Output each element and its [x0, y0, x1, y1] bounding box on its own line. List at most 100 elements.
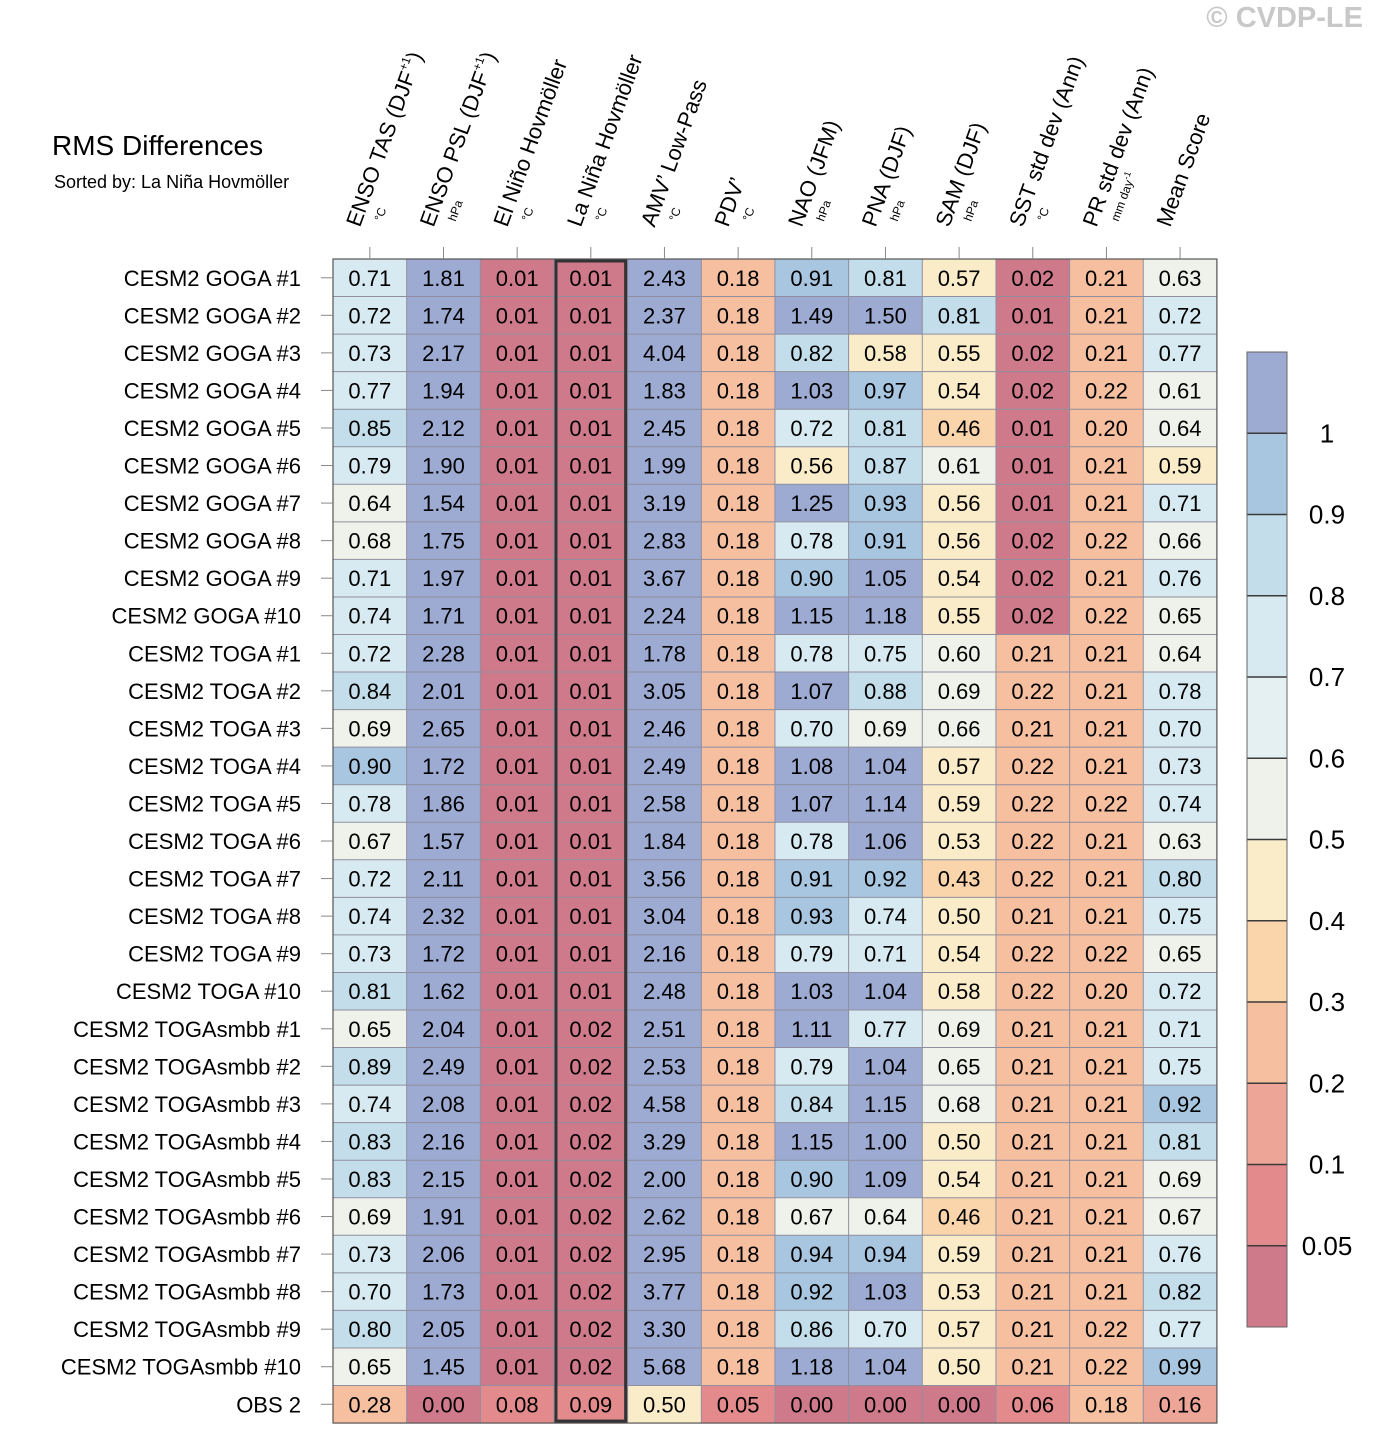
cell-value: 0.65	[348, 1355, 391, 1380]
cell-value: 0.01	[496, 904, 539, 929]
cell-value: 0.18	[717, 1092, 760, 1117]
heatmap-cell	[480, 1235, 555, 1274]
heatmap-cell	[333, 709, 408, 748]
heatmap-grid	[332, 258, 1218, 1424]
heatmap-cell	[406, 972, 481, 1011]
cell-value: 0.18	[717, 1167, 760, 1192]
heatmap-cell	[1143, 1122, 1218, 1161]
heatmap-cell	[406, 596, 481, 635]
heatmap-cell	[774, 1047, 850, 1086]
heatmap-cell	[995, 1085, 1071, 1124]
highlighted-column-box	[554, 259, 628, 1423]
cell-value: 0.64	[1159, 641, 1202, 666]
heatmap-cell	[1143, 1197, 1218, 1236]
row-label: CESM2 TOGAsmbb #2	[73, 1054, 301, 1079]
cell-value: 0.74	[348, 604, 391, 629]
cell-value: 0.21	[1085, 716, 1128, 741]
heatmap-cell	[1069, 672, 1144, 711]
heatmap-cell	[922, 259, 997, 298]
cell-value: 1.00	[864, 1129, 907, 1154]
heatmap-cell	[848, 859, 923, 898]
heatmap-cell	[922, 1160, 997, 1199]
heatmap-cell	[848, 409, 923, 448]
heatmap-cell	[1143, 1047, 1218, 1086]
heatmap-cell	[774, 972, 850, 1011]
heatmap-cell	[333, 1085, 408, 1124]
cell-value: 5.68	[643, 1355, 686, 1380]
cell-value: 0.01	[569, 829, 612, 854]
cell-value: 0.01	[496, 341, 539, 366]
heatmap-cell	[1143, 709, 1218, 748]
heatmap-cell	[1143, 334, 1218, 373]
cell-value: 0.21	[1085, 1017, 1128, 1042]
colorbar-label: 0.2	[1309, 1068, 1345, 1098]
cell-value: 0.22	[1085, 378, 1128, 403]
cell-value: 1.18	[790, 1355, 833, 1380]
row-label: CESM2 GOGA #1	[124, 266, 301, 291]
cell-value: 0.92	[1159, 1092, 1202, 1117]
heatmap-cell	[922, 559, 997, 598]
column-unit: hPa	[813, 198, 834, 223]
row-label: CESM2 TOGAsmbb #8	[73, 1280, 301, 1305]
column-header-label: ENSO TAS (DJF	[341, 68, 420, 230]
cell-value: 0.56	[938, 529, 981, 554]
heatmap-cell	[480, 1085, 555, 1124]
column-header: El Niño Hovmöller	[488, 56, 572, 230]
cell-value: 0.01	[496, 1092, 539, 1117]
heatmap-cell	[1143, 259, 1218, 298]
cell-value: 0.00	[938, 1392, 981, 1417]
heatmap-cell	[701, 784, 776, 823]
cell-value: 0.06	[1011, 1392, 1054, 1417]
heatmap-cell	[995, 859, 1071, 898]
cell-value: 1.15	[864, 1092, 907, 1117]
heatmap-cell	[480, 747, 555, 786]
heatmap-cell	[1069, 1047, 1144, 1086]
heatmap-cell	[627, 1272, 702, 1311]
chart-title: RMS Differences	[52, 130, 264, 161]
heatmap-cell	[774, 446, 850, 485]
heatmap-cell	[848, 1347, 923, 1386]
heatmap-cell	[1143, 634, 1218, 673]
cell-value: 1.71	[422, 604, 465, 629]
cell-value: 0.01	[569, 754, 612, 779]
heatmap-cell	[480, 1010, 555, 1049]
heatmap-cell	[627, 521, 702, 560]
cell-value: 0.21	[1085, 829, 1128, 854]
cell-value: 0.78	[790, 641, 833, 666]
heatmap-cell	[701, 446, 776, 485]
column-unit: °C	[1034, 205, 1052, 223]
heatmap-cell	[922, 596, 997, 635]
cell-value: 2.00	[643, 1167, 686, 1192]
cell-value: 0.90	[348, 754, 391, 779]
column-header-sup: +1	[470, 54, 488, 72]
heatmap-cell	[848, 371, 923, 410]
heatmap-cell	[701, 521, 776, 560]
cell-value: 0.18	[717, 904, 760, 929]
heatmap-cell	[774, 1122, 850, 1161]
heatmap-cell	[1069, 446, 1144, 485]
heatmap-cell	[1069, 409, 1144, 448]
cell-value: 2.49	[643, 754, 686, 779]
row-label: CESM2 GOGA #9	[124, 566, 301, 591]
heatmap-cell	[848, 484, 923, 523]
cell-value: 0.84	[790, 1092, 833, 1117]
heatmap-cell	[333, 1385, 408, 1424]
heatmap-cell	[480, 1310, 555, 1349]
cell-value: 0.18	[717, 1280, 760, 1305]
cell-value: 0.21	[1085, 867, 1128, 892]
heatmap-cell	[701, 1347, 776, 1386]
cell-value: 0.21	[1085, 566, 1128, 591]
heatmap-cell	[701, 672, 776, 711]
cell-value: 0.18	[717, 491, 760, 516]
heatmap-cell	[627, 446, 702, 485]
heatmap-cell	[333, 1235, 408, 1274]
heatmap-cell	[701, 1235, 776, 1274]
column-header: SAM (DJF)	[930, 119, 991, 230]
heatmap-cell	[995, 484, 1071, 523]
cell-value: 0.21	[1085, 266, 1128, 291]
cell-value: 0.02	[1011, 529, 1054, 554]
heatmap-cell	[553, 934, 629, 973]
cell-value: 0.21	[1011, 1355, 1054, 1380]
cell-value: 0.02	[1011, 341, 1054, 366]
heatmap-values: 0.71 1.81 0.01 0.01 2.43 0.18 0.91 0.81 0.57 0.02…	[348, 266, 1201, 1418]
